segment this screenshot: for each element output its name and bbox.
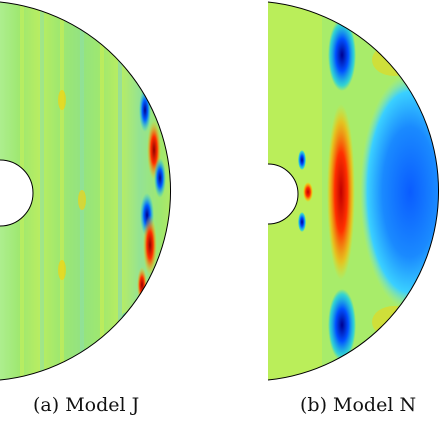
model-n-field	[268, 2, 439, 380]
caption-model-n: (b) Model N	[300, 394, 417, 416]
model-j-field	[0, 2, 171, 380]
figure-panel-model-j	[0, 1, 171, 381]
caption-model-j: (a) Model J	[33, 394, 140, 416]
figure-panel-model-n	[267, 1, 439, 381]
